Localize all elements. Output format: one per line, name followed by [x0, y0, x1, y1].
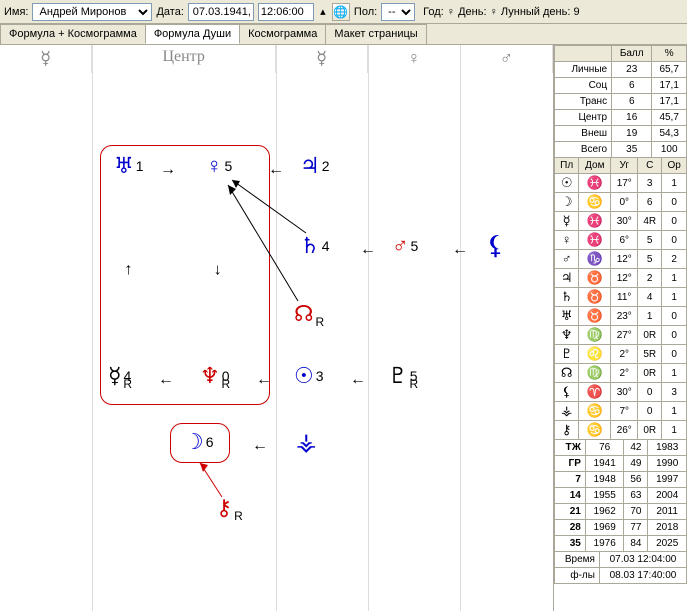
- node-nnode: ☊R: [294, 303, 324, 325]
- diagram-area: ☿ Центр ☿ ♀ ♂ ♅1 ♀5 ♃2 ♄4 ♂5 ⚸ ☊R ☿4R ♆0…: [0, 45, 553, 611]
- year-table: ТЖ76421983ГР1941491990719485619971419556…: [554, 439, 687, 552]
- sex-label: Пол:: [354, 6, 377, 18]
- col-mars: ♂: [461, 45, 553, 73]
- tab-cosmo[interactable]: Космограмма: [239, 24, 326, 44]
- toolbar: Имя: Андрей Миронов Дата: ▴ 🌐 Пол: -- Го…: [0, 0, 687, 24]
- globe-icon[interactable]: 🌐: [332, 3, 350, 21]
- footer-table: Время07.03 12:04:00 ф-лы08.03 17:40:00: [554, 551, 687, 584]
- sex-select[interactable]: --: [381, 3, 415, 21]
- col-center: Центр: [92, 45, 276, 73]
- name-label: Имя:: [4, 6, 28, 18]
- sidebar: Балл% Личные2365,7Соц617,1Транс617,1Цент…: [553, 45, 687, 611]
- score-table: Балл% Личные2365,7Соц617,1Транс617,1Цент…: [554, 45, 687, 158]
- node-neptune: ♆0R: [200, 365, 240, 387]
- node-moon: ☽6: [184, 431, 214, 453]
- info-text: Год: ♀ День: ♀ Лунный день: 9: [423, 6, 579, 18]
- col-mercury-right: ☿: [276, 45, 368, 73]
- node-venus: ♀5: [206, 155, 232, 177]
- node-lilith: ⚸: [486, 233, 505, 259]
- node-saturn: ♄4: [300, 235, 330, 257]
- node-selena: ⚶: [296, 431, 316, 455]
- node-chiron: ⚷R: [216, 497, 243, 519]
- node-sun: ☉3: [294, 365, 324, 387]
- tab-layout[interactable]: Макет страницы: [325, 24, 426, 44]
- name-select[interactable]: Андрей Миронов: [32, 3, 152, 21]
- node-mercury: ☿4R: [108, 365, 142, 387]
- date-label: Дата:: [156, 6, 183, 18]
- tab-bar: Формула + Космограмма Формула Души Космо…: [0, 24, 687, 45]
- node-jupiter: ♃2: [300, 155, 330, 177]
- col-mercury-left: ☿: [0, 45, 92, 73]
- date-input[interactable]: [188, 3, 254, 21]
- col-venus: ♀: [368, 45, 460, 73]
- tab-formula-soul[interactable]: Формула Души: [145, 24, 240, 44]
- planet-table: ПлДомУгСОр ☉♓17°31☽♋0°60☿♓30°4R0♀♓6°50♂♑…: [554, 157, 687, 440]
- node-uranus: ♅1: [114, 155, 144, 177]
- time-input[interactable]: [258, 3, 314, 21]
- tab-formula-cosmo[interactable]: Формула + Космограмма: [0, 24, 146, 44]
- node-pluto: ♇5R: [388, 365, 428, 387]
- node-mars: ♂5: [392, 235, 418, 257]
